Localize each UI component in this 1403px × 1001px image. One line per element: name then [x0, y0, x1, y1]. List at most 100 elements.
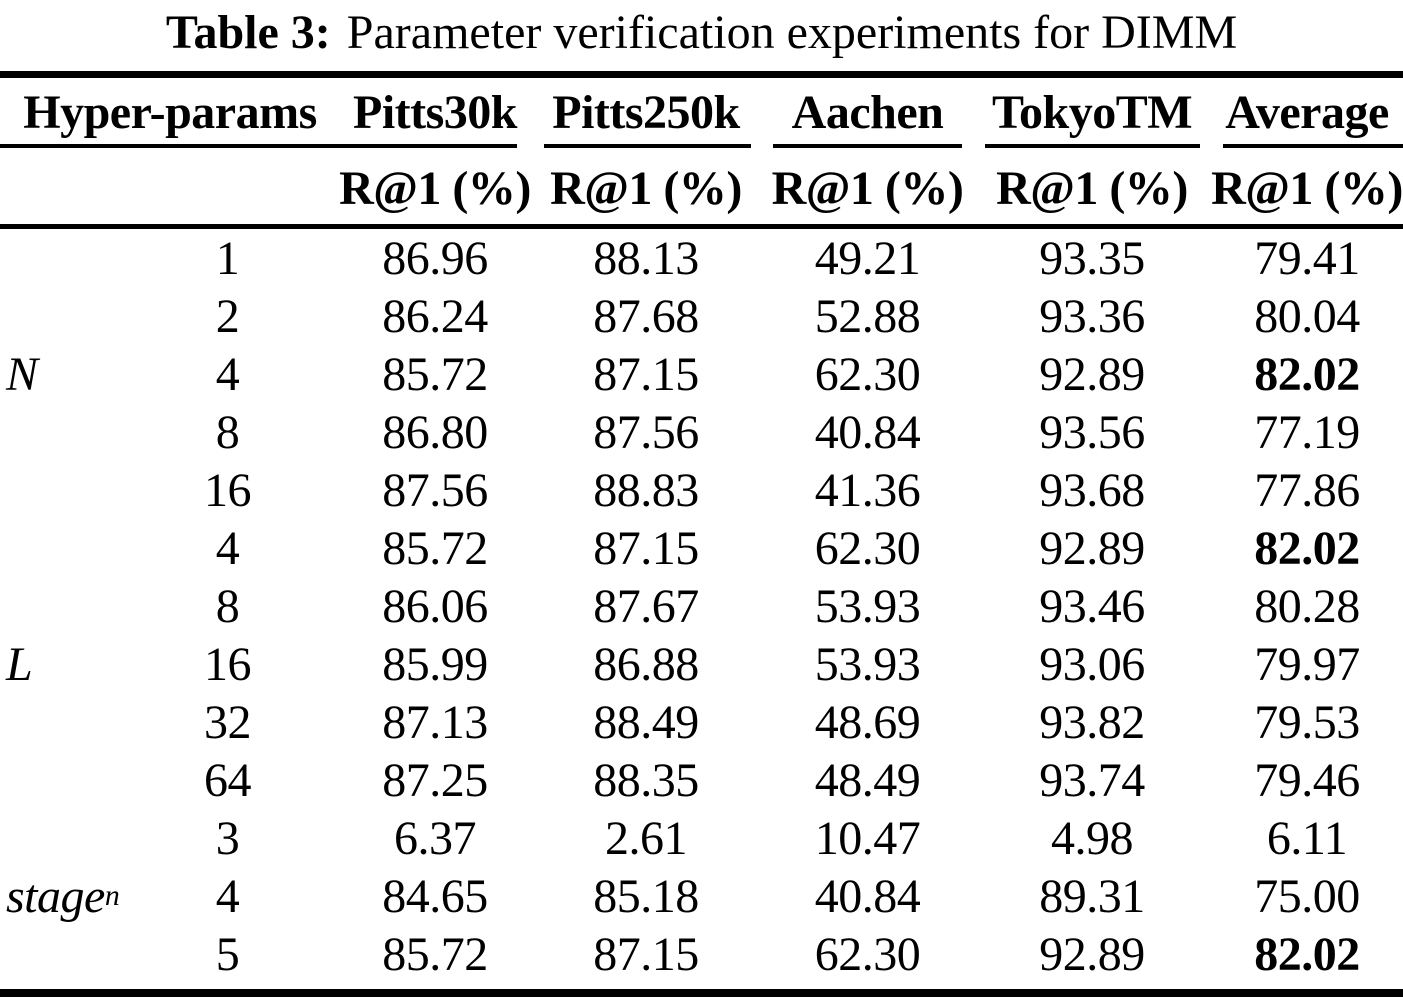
table-caption-label: Table 3:: [165, 6, 331, 59]
data-cell: 86.24: [382, 289, 488, 343]
param-value-cell: 32: [204, 695, 252, 749]
table-midrule: [0, 224, 1403, 229]
column-header-pitts250k: Pitts250k: [552, 86, 740, 139]
data-cell: 88.83: [593, 463, 699, 517]
data-cell: 86.06: [382, 579, 488, 633]
data-cell: 48.49: [814, 753, 921, 807]
table-bottomrule: [0, 989, 1403, 997]
subheader-r-at-1-average: R@1 (%): [1211, 161, 1403, 215]
data-cell: 93.82: [1039, 695, 1145, 749]
data-cell: 77.19: [1254, 405, 1360, 459]
param-value-cell: 5: [215, 927, 240, 981]
data-cell: 87.67: [593, 579, 699, 633]
data-cell: 75.00: [1254, 869, 1360, 923]
data-cell: 85.99: [382, 637, 488, 691]
data-cell: 6.37: [394, 811, 477, 865]
data-cell: 85.72: [382, 347, 488, 401]
param-value-cell: 64: [204, 753, 252, 807]
data-cell: 92.89: [1039, 927, 1145, 981]
data-cell: 93.74: [1039, 753, 1145, 807]
cmidrule-hyperparams-pitts30k: [0, 144, 517, 148]
data-cell: 40.84: [814, 405, 921, 459]
data-cell: 48.69: [814, 695, 921, 749]
data-cell: 93.46: [1039, 579, 1145, 633]
data-cell: 88.13: [593, 231, 699, 285]
param-value-cell: 4: [215, 347, 240, 401]
data-cell: 92.89: [1039, 521, 1145, 575]
param-value-cell: 4: [215, 521, 240, 575]
param-value-cell: 2: [215, 289, 240, 343]
data-cell: 92.89: [1039, 347, 1145, 401]
param-value-cell: 16: [204, 463, 252, 517]
data-cell: 2.61: [605, 811, 688, 865]
data-cell: 93.56: [1039, 405, 1145, 459]
data-cell: 88.49: [593, 695, 699, 749]
data-cell: 87.56: [382, 463, 488, 517]
data-cell: 87.68: [593, 289, 699, 343]
column-header-tokyotm: TokyoTM: [991, 86, 1193, 139]
data-cell: 87.15: [593, 347, 699, 401]
subheader-r-at-1-tokyotm: R@1 (%): [996, 161, 1188, 215]
data-cell: 79.97: [1254, 637, 1360, 691]
column-header-aachen: Aachen: [791, 86, 944, 139]
results-table: Hyper-params Pitts30k Pitts250k Aachen Tokyo…: [0, 78, 1403, 983]
cmidrule-pitts250k: [544, 144, 751, 148]
data-cell: 82.02: [1254, 927, 1360, 981]
data-cell: 86.96: [382, 231, 488, 285]
data-cell: 82.02: [1254, 347, 1360, 401]
param-value-cell: 8: [215, 579, 240, 633]
data-cell: 79.41: [1254, 231, 1360, 285]
data-cell: 52.88: [814, 289, 921, 343]
data-cell: 87.15: [593, 927, 699, 981]
param-value-cell: 16: [204, 637, 252, 691]
data-cell: 85.18: [593, 869, 699, 923]
data-cell: 93.06: [1039, 637, 1145, 691]
group-label-L: L: [6, 637, 33, 691]
table-caption: Table 3: Parameter verification experimen…: [0, 4, 1403, 62]
data-cell: 6.11: [1266, 811, 1348, 865]
subheader-r-at-1-aachen: R@1 (%): [771, 161, 964, 215]
data-cell: 10.47: [814, 811, 921, 865]
cmidrule-aachen: [773, 144, 962, 148]
data-cell: 79.53: [1254, 695, 1360, 749]
data-cell: 62.30: [814, 347, 921, 401]
data-cell: 86.88: [593, 637, 699, 691]
data-cell: 40.84: [814, 869, 921, 923]
subheader-r-at-1-pitts30k: R@1 (%): [339, 161, 531, 215]
data-cell: 87.13: [382, 695, 488, 749]
table-toprule: [0, 71, 1403, 78]
data-cell: 80.28: [1254, 579, 1360, 633]
data-cell: 88.35: [593, 753, 699, 807]
cmidrule-average: [1223, 144, 1403, 148]
data-cell: 77.86: [1254, 463, 1360, 517]
group-label-stage: stage n: [6, 869, 120, 923]
data-cell: 41.36: [814, 463, 921, 517]
param-value-cell: 3: [215, 811, 240, 865]
data-cell: 80.04: [1254, 289, 1360, 343]
data-cell: 85.72: [382, 927, 488, 981]
data-cell: 89.31: [1039, 869, 1145, 923]
data-cell: 49.21: [814, 231, 921, 285]
param-value-cell: 1: [215, 231, 240, 285]
column-header-pitts30k: Pitts30k: [353, 86, 518, 139]
data-cell: 93.35: [1039, 231, 1145, 285]
data-cell: 53.93: [814, 579, 921, 633]
column-header-hyper-params: Hyper-params: [23, 86, 317, 139]
column-header-average: Average: [1225, 86, 1389, 139]
data-cell: 87.15: [593, 521, 699, 575]
data-cell: 85.72: [382, 521, 488, 575]
data-cell: 62.30: [814, 521, 921, 575]
data-cell: 87.56: [593, 405, 699, 459]
subheader-r-at-1-pitts250k: R@1 (%): [550, 161, 742, 215]
param-value-cell: 4: [215, 869, 240, 923]
data-cell: 53.93: [814, 637, 921, 691]
data-cell: 82.02: [1254, 521, 1360, 575]
data-cell: 62.30: [814, 927, 921, 981]
table-caption-text: Parameter verification experiments for D…: [346, 6, 1238, 59]
data-cell: 87.25: [382, 753, 488, 807]
data-cell: 86.80: [382, 405, 488, 459]
cmidrule-tokyotm: [985, 144, 1200, 148]
group-label-N: N: [6, 347, 38, 401]
data-cell: 93.36: [1039, 289, 1145, 343]
